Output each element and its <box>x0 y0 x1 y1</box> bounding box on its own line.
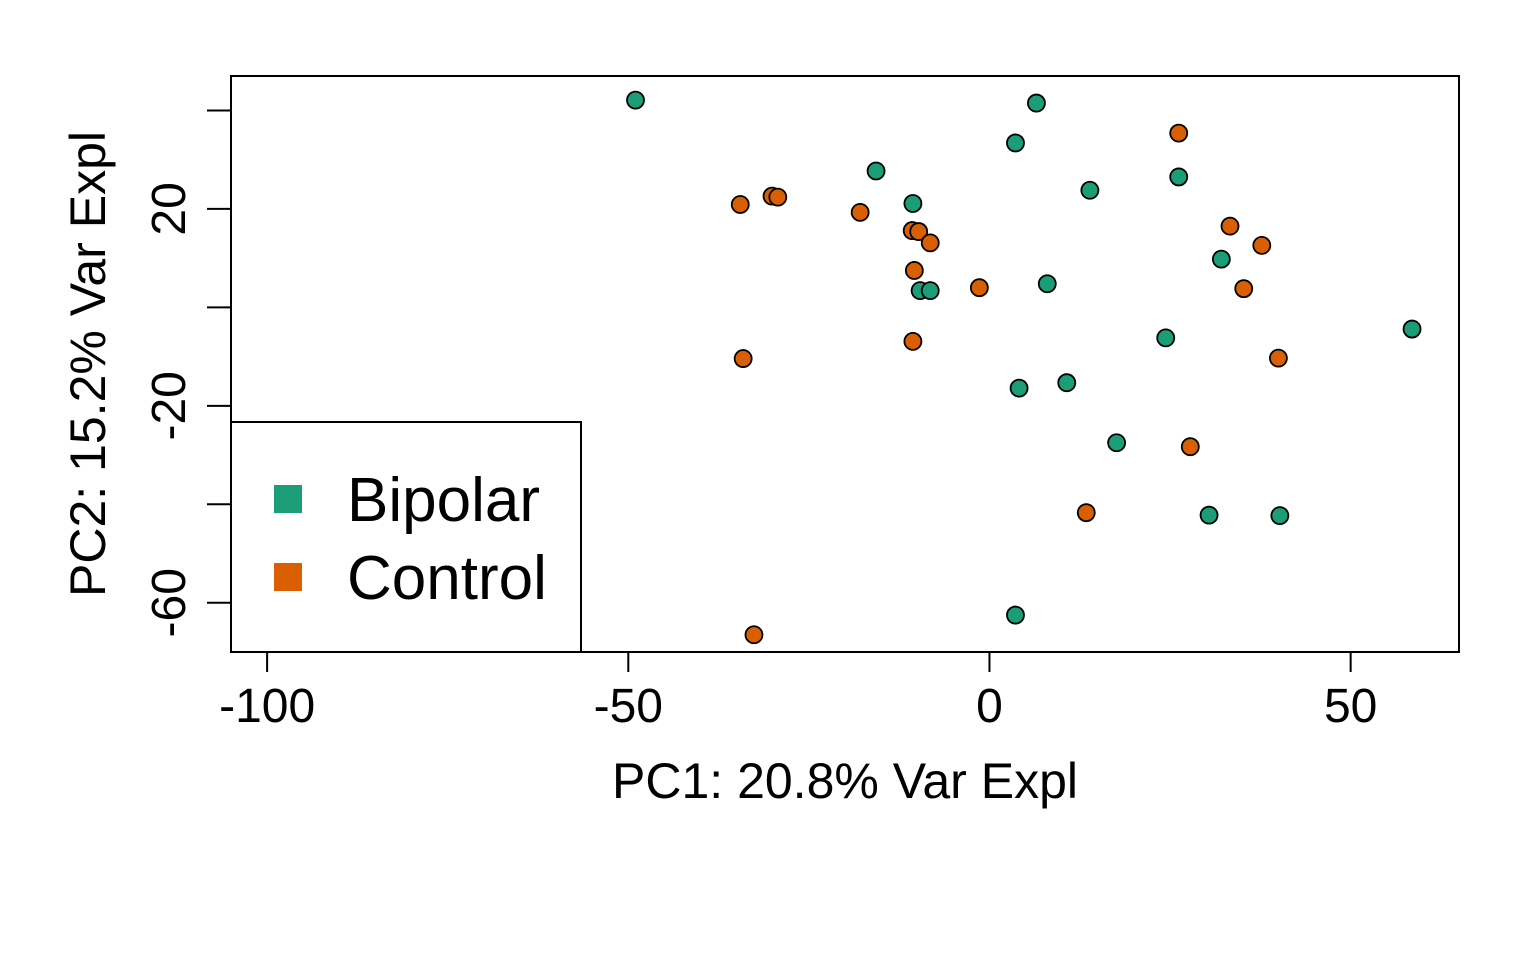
point-bipolar <box>1057 373 1077 393</box>
point-bipolar <box>1169 167 1189 187</box>
legend-swatch-bipolar <box>274 485 302 513</box>
x-tick-label: -100 <box>219 680 315 733</box>
point-bipolar <box>1080 180 1100 200</box>
x-tick-label: 0 <box>976 680 1003 733</box>
y-tick-label: -60 <box>143 568 196 637</box>
point-control <box>969 278 989 298</box>
point-bipolar <box>1211 249 1231 269</box>
x-tick-label: -50 <box>594 680 663 733</box>
point-bipolar <box>1006 605 1025 625</box>
point-control <box>1220 216 1240 236</box>
point-control <box>733 349 753 368</box>
legend-label-bipolar: Bipolar <box>347 466 540 535</box>
legend-box <box>230 421 582 653</box>
x-axis-title: PC1: 20.8% Var Expl <box>612 753 1078 809</box>
point-control <box>903 331 923 351</box>
point-control <box>904 261 924 280</box>
point-control <box>1252 235 1272 255</box>
point-control <box>1234 279 1254 299</box>
point-control <box>1076 503 1096 523</box>
data-points <box>626 90 1422 645</box>
point-control <box>909 222 929 241</box>
point-control <box>920 233 940 253</box>
legend: Bipolar Control <box>230 421 582 653</box>
point-bipolar <box>920 281 940 301</box>
point-control <box>730 195 750 214</box>
legend-swatch-control <box>274 563 302 591</box>
point-control <box>1180 437 1200 457</box>
point-bipolar <box>1009 378 1029 398</box>
y-tick-label: 20 <box>143 182 196 235</box>
plot-frame <box>230 75 1460 653</box>
point-control <box>768 187 788 207</box>
legend-label-control: Control <box>347 544 547 613</box>
x-tick-label: 50 <box>1324 680 1377 733</box>
point-control <box>744 625 764 645</box>
point-control <box>1169 123 1189 143</box>
point-bipolar <box>1199 505 1219 525</box>
point-bipolar <box>1270 506 1290 526</box>
point-control <box>1269 348 1288 368</box>
point-bipolar <box>626 90 645 110</box>
y-tick-label: -20 <box>143 371 196 440</box>
point-bipolar <box>1402 319 1422 339</box>
point-bipolar <box>903 194 923 213</box>
point-bipolar <box>1037 274 1057 294</box>
point-bipolar <box>1006 133 1025 153</box>
point-bipolar <box>866 161 886 181</box>
point-control <box>850 202 870 222</box>
point-bipolar <box>1027 93 1046 113</box>
point-bipolar <box>1156 328 1176 348</box>
y-axis-title: PC2: 15.2% Var Expl <box>60 131 116 597</box>
point-bipolar <box>1107 433 1127 453</box>
